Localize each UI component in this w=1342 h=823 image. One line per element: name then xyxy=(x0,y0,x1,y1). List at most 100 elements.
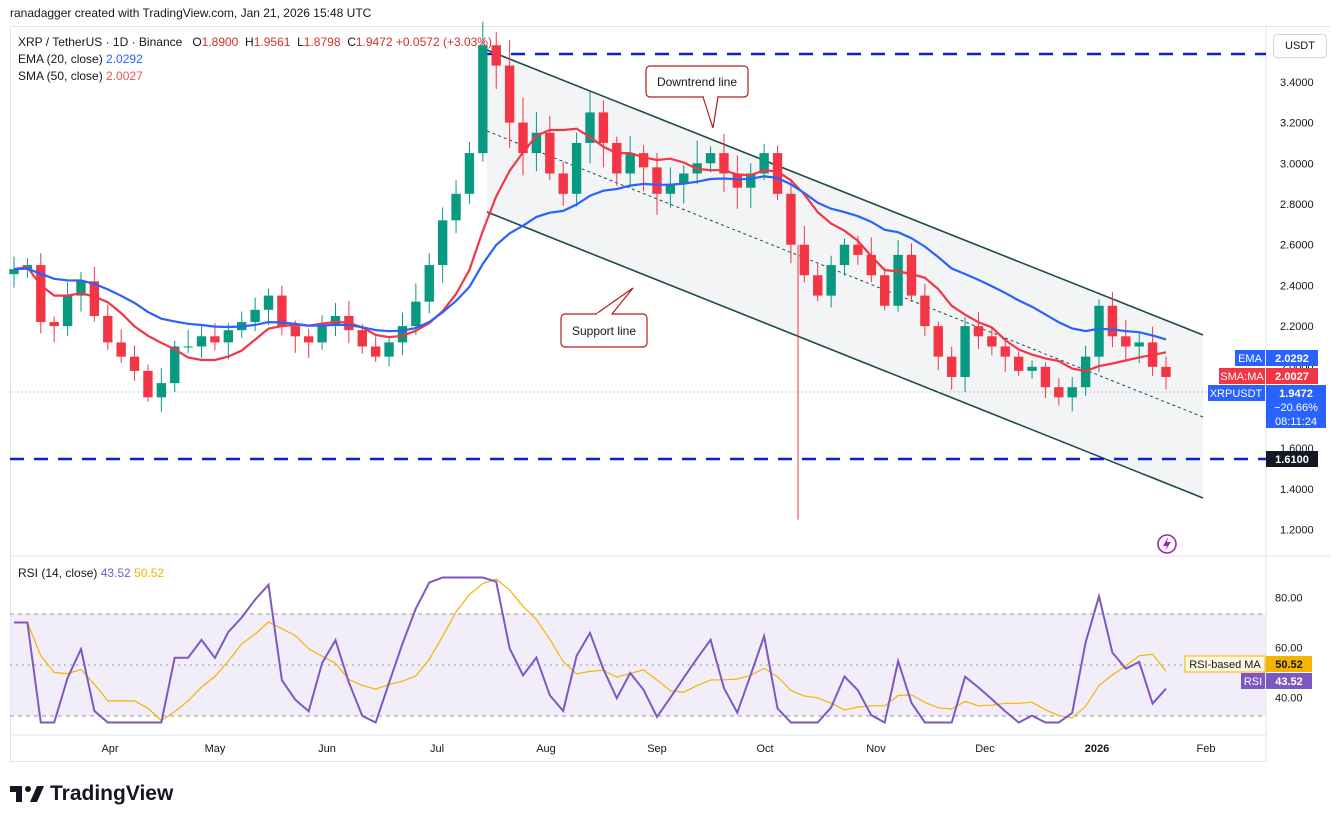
candle-body xyxy=(263,295,274,310)
price-tick-label: 2.8000 xyxy=(1280,199,1314,211)
tradingview-logo: TradingView xyxy=(10,782,173,806)
rsi-band-fill xyxy=(10,614,1266,716)
candle-body xyxy=(746,173,756,188)
candle-body xyxy=(880,275,890,306)
time-tick-label: Oct xyxy=(756,743,773,755)
price-tick-label: 2.4000 xyxy=(1280,280,1314,292)
time-tick-label: Apr xyxy=(101,743,118,755)
candle-body xyxy=(317,326,327,343)
candle-body xyxy=(585,112,595,143)
candle-body xyxy=(1027,366,1037,371)
support-callout[interactable]: Support line xyxy=(560,287,648,348)
time-tick-label: Jul xyxy=(430,743,444,755)
candle-body xyxy=(612,142,622,174)
rsi-ma-tag: RSI-based MA 50.52 xyxy=(1184,655,1312,673)
candle-body xyxy=(277,295,287,327)
candle-body xyxy=(732,173,743,188)
ema-line[interactable] xyxy=(13,175,1167,341)
candle-body xyxy=(103,315,113,343)
candle-body xyxy=(183,346,193,348)
candle-body xyxy=(170,346,180,384)
rsi-ma-value: 50.52 xyxy=(134,566,165,580)
candle-body xyxy=(518,122,528,154)
rsi-tick-label: 80.00 xyxy=(1275,593,1303,605)
time-tick-label: Aug xyxy=(536,743,556,755)
time-tick-label: Dec xyxy=(975,743,995,755)
candle-body xyxy=(652,167,662,194)
time-tick-label: 2026 xyxy=(1085,743,1109,755)
candle-body xyxy=(223,330,234,343)
candle-body xyxy=(719,153,729,174)
candle-body xyxy=(987,336,997,347)
candle-body xyxy=(973,326,984,337)
svg-text:RSI-based MA: RSI-based MA xyxy=(1189,659,1261,671)
tradingview-logo-icon xyxy=(10,786,44,802)
sma-price-tag: SMA:MA 2.0027 xyxy=(1219,368,1318,384)
time-tick-label: Jun xyxy=(318,743,336,755)
candle-body xyxy=(893,254,903,306)
time-tick-label: Sep xyxy=(647,743,667,755)
candle-body xyxy=(36,265,46,323)
price-tick-label: 2.2000 xyxy=(1280,321,1314,333)
rsi-line[interactable] xyxy=(14,576,1167,725)
price-tick-label: 3.4000 xyxy=(1280,77,1314,89)
svg-text:1.9472: 1.9472 xyxy=(1279,388,1313,400)
rsi-legend[interactable]: RSI (14, close) 43.52 50.52 xyxy=(18,566,165,580)
time-tick-label: Feb xyxy=(1197,743,1216,755)
sma-line[interactable] xyxy=(13,127,1167,373)
lightning-icon[interactable] xyxy=(1157,534,1177,554)
candle-body xyxy=(813,275,823,296)
support-label: Support line xyxy=(572,324,636,338)
candle-body xyxy=(384,342,394,357)
candle-body xyxy=(210,336,220,343)
moving-average-group xyxy=(13,127,1167,373)
candle-body xyxy=(424,265,434,302)
symbol-name: XRP / TetherUS · 1D · Binance xyxy=(18,35,183,49)
candle-body xyxy=(866,254,876,276)
ema-value: 2.0292 xyxy=(106,52,143,66)
candle-body xyxy=(116,342,126,357)
downtrend-line[interactable] xyxy=(486,49,1204,336)
svg-text:XRPUSDT: XRPUSDT xyxy=(1210,388,1263,400)
time-tick-label: Nov xyxy=(866,743,886,755)
rsi-ma-line[interactable] xyxy=(14,578,1167,722)
candle-body xyxy=(772,153,783,194)
change-value: +0.0572 (+3.03%) xyxy=(395,35,492,49)
high-value: 1.9561 xyxy=(253,35,291,49)
candle-body xyxy=(545,132,555,174)
candle-body xyxy=(679,173,689,184)
candle-body xyxy=(411,301,421,327)
candle-body xyxy=(665,183,676,194)
svg-text:2.0027: 2.0027 xyxy=(1275,371,1309,383)
candle-body xyxy=(1134,342,1144,347)
open-value: 1.8900 xyxy=(201,35,239,49)
rsi-group xyxy=(14,576,1167,725)
candle-body xyxy=(920,295,930,327)
candle-body xyxy=(370,346,381,357)
rsi-axis-ticks: 40.00 60.00 80.00 xyxy=(1275,593,1303,705)
candle-body xyxy=(129,356,140,371)
candle-body xyxy=(504,65,515,123)
candle-body xyxy=(89,281,100,316)
candle-body xyxy=(1161,366,1171,377)
support-line[interactable] xyxy=(486,211,1204,499)
candle-body xyxy=(451,193,461,221)
candle-body xyxy=(290,326,300,337)
sma-legend[interactable]: SMA (50, close) 2.0027 xyxy=(18,69,143,83)
candle-body xyxy=(826,265,836,296)
svg-text:EMA: EMA xyxy=(1238,353,1263,365)
downtrend-callout[interactable]: Downtrend line xyxy=(645,65,749,129)
rsi-tick-label: 40.00 xyxy=(1275,693,1303,705)
candle-body xyxy=(397,326,408,343)
currency-selector[interactable]: USDT xyxy=(1273,34,1327,58)
candle-body xyxy=(357,330,367,347)
ema-price-tag: EMA 2.0292 xyxy=(1235,350,1318,366)
candle-body xyxy=(638,153,649,168)
ema-legend[interactable]: EMA (20, close) 2.0292 xyxy=(18,52,143,66)
svg-text:2.0292: 2.0292 xyxy=(1275,353,1309,365)
candle-body xyxy=(558,173,568,194)
candle-body xyxy=(437,220,448,266)
svg-text:50.52: 50.52 xyxy=(1275,659,1303,671)
chart-caption: ranadagger created with TradingView.com,… xyxy=(10,6,372,20)
